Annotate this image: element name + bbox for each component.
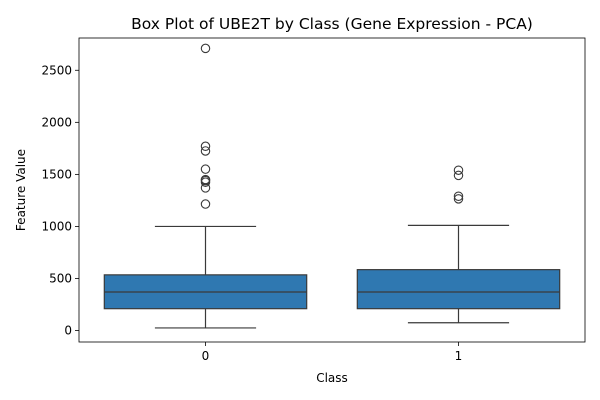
x-tick-label: 0 bbox=[202, 349, 210, 363]
y-tick-label: 2500 bbox=[41, 63, 72, 77]
plot-area bbox=[103, 43, 561, 329]
y-axis-label: Feature Value bbox=[14, 149, 28, 231]
plot-frame bbox=[78, 37, 586, 343]
chart-title: Box Plot of UBE2T by Class (Gene Express… bbox=[131, 15, 533, 33]
y-tick-label: 0 bbox=[64, 324, 72, 338]
iqr-box bbox=[356, 269, 561, 310]
x-tick-label: 1 bbox=[455, 349, 463, 363]
y-tick-label: 1500 bbox=[41, 167, 72, 181]
y-tick-label: 500 bbox=[49, 271, 72, 285]
outlier-point bbox=[453, 165, 464, 175]
outlier-point bbox=[200, 146, 211, 156]
outlier-point bbox=[200, 199, 211, 209]
y-axis-ticks: 0 500 1000 1500 2000 2500 bbox=[41, 63, 79, 338]
outlier-point bbox=[453, 194, 464, 204]
outlier-point bbox=[453, 170, 464, 181]
outlier-point bbox=[200, 174, 211, 185]
box-group-0 bbox=[103, 43, 308, 329]
outlier-point bbox=[200, 164, 211, 174]
y-tick-label: 2000 bbox=[41, 115, 72, 129]
y-tick-label: 1000 bbox=[41, 219, 72, 233]
x-axis-label: Class bbox=[316, 371, 348, 385]
outlier-point bbox=[453, 191, 464, 201]
box-group-1 bbox=[356, 165, 561, 324]
outlier-point bbox=[200, 43, 211, 54]
outlier-point bbox=[200, 141, 211, 152]
